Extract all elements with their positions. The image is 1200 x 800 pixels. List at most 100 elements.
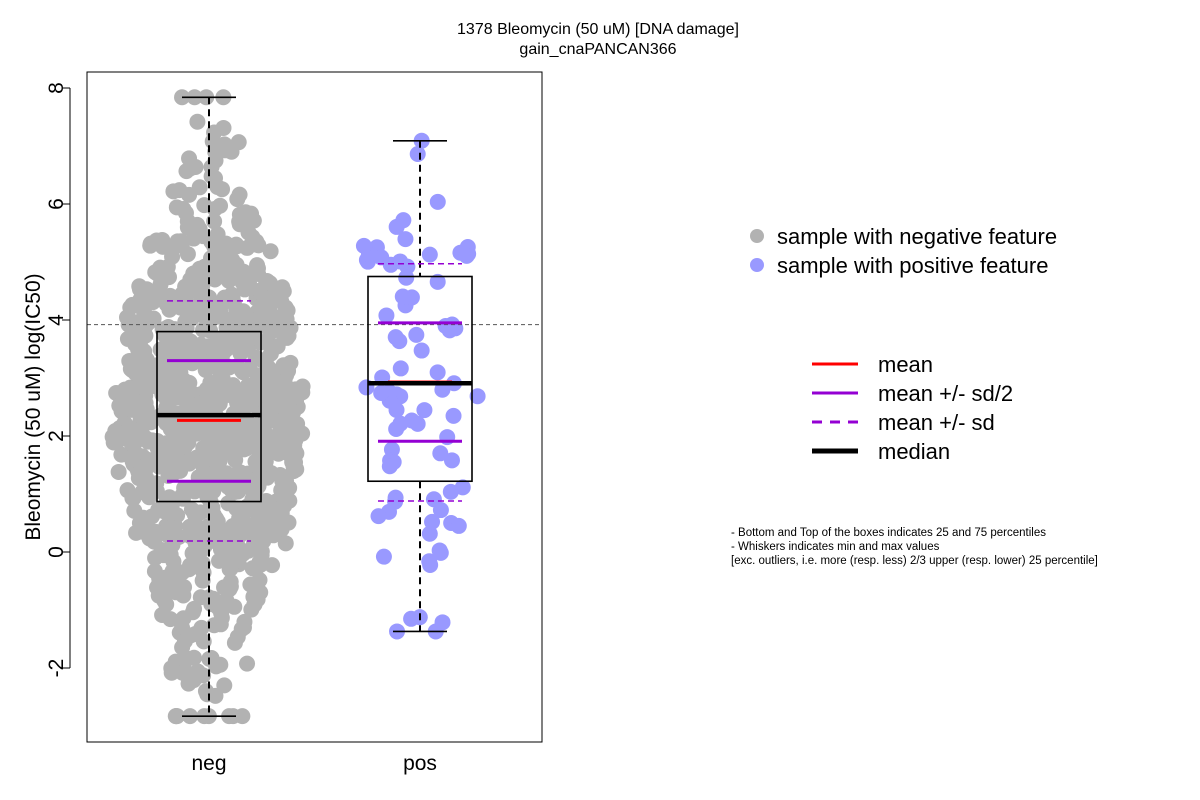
data-point-neg [186,600,203,617]
data-point-neg [176,633,193,650]
note-line: - Whiskers indicates min and max values [731,541,940,553]
data-point-neg [197,683,214,700]
legend-point-label: sample with positive feature [777,253,1048,278]
data-point-neg [174,664,191,681]
data-point-neg [282,319,299,336]
data-point-neg [154,577,171,594]
data-point-pos [454,479,471,496]
data-point-neg [247,503,264,520]
data-point-neg [175,587,192,604]
data-point-neg [224,387,241,404]
data-point-pos [445,407,462,424]
data-point-neg [136,307,153,324]
data-point-neg [223,143,240,160]
data-point-neg [251,572,268,589]
data-point-neg [256,302,273,319]
data-point-pos [429,193,446,210]
data-point-pos [403,289,420,306]
data-point-neg [209,595,226,612]
data-point-neg [206,213,223,230]
data-point-pos [387,493,404,510]
data-point-neg [164,536,181,553]
data-point-neg [185,518,202,535]
data-point-neg [262,289,279,306]
data-point-neg [132,291,149,308]
data-point-neg [125,490,142,507]
chart-title: 1378 Bleomycin (50 uM) [DNA damage] [457,21,739,38]
points-layer [104,89,486,725]
data-point-pos [398,269,415,286]
data-point-neg [189,306,206,323]
data-point-neg [219,257,236,274]
data-point-pos [403,412,420,429]
data-point-neg [288,445,305,462]
y-tick-label: 0 [45,546,68,558]
data-point-pos [432,445,449,462]
data-point-neg [187,159,204,176]
data-point-neg [231,186,248,203]
data-point-neg [212,616,229,633]
y-tick-label: 6 [45,198,68,210]
data-point-neg [262,324,279,341]
data-point-neg [181,374,198,391]
data-point-neg [135,509,152,526]
data-point-neg [191,530,208,547]
data-point-neg [168,708,185,725]
data-point-neg [138,470,155,487]
data-point-neg [181,561,198,578]
data-point-pos [421,525,438,542]
data-point-neg [231,206,248,223]
data-point-neg [143,414,160,431]
data-point-neg [198,381,215,398]
data-point-pos [424,513,441,530]
data-point-pos [409,146,426,163]
data-point-neg [182,333,199,350]
plot-frame [86,71,543,743]
data-point-neg [124,451,141,468]
data-point-neg [235,303,252,320]
data-point-neg [280,409,297,426]
data-point-neg [247,391,264,408]
x-tick-label-neg: neg [191,752,226,775]
data-point-neg [273,482,290,499]
chart-subtitle: gain_cnaPANCAN366 [519,41,676,58]
data-point-neg [158,296,175,313]
data-point-pos [469,388,486,405]
data-point-neg [294,384,311,401]
data-point-neg [198,338,215,355]
data-point-neg [241,517,258,534]
data-point-neg [152,276,169,293]
x-tick-label-pos: pos [403,752,437,775]
data-point-pos [443,452,460,469]
data-point-neg [222,243,239,260]
data-point-neg [228,519,245,536]
data-point-neg [147,523,164,540]
data-point-neg [133,394,150,411]
data-point-neg [159,455,176,472]
data-point-pos [421,246,438,263]
data-point-pos [432,502,449,519]
data-point-neg [176,454,193,471]
data-point-pos [392,253,409,270]
data-point-pos [378,307,395,324]
note-line: - Bottom and Top of the boxes indicates … [731,527,1046,539]
data-point-pos [370,508,387,525]
data-point-neg [195,633,212,650]
data-point-neg [177,313,194,330]
data-point-neg [235,263,252,280]
note-line: [exc. outliers, i.e. more (resp. less) 2… [731,555,1098,567]
data-point-neg [249,591,266,608]
data-point-neg [184,545,201,562]
data-point-pos [441,322,458,339]
data-point-neg [199,393,216,410]
data-point-neg [163,392,180,409]
data-point-neg [239,655,256,672]
data-point-pos [375,548,392,565]
y-tick-label: 8 [45,82,68,94]
data-point-pos [429,273,446,290]
data-point-pos [373,249,390,266]
data-point-neg [164,563,181,580]
data-point-pos [429,364,446,381]
data-point-neg [202,322,219,339]
